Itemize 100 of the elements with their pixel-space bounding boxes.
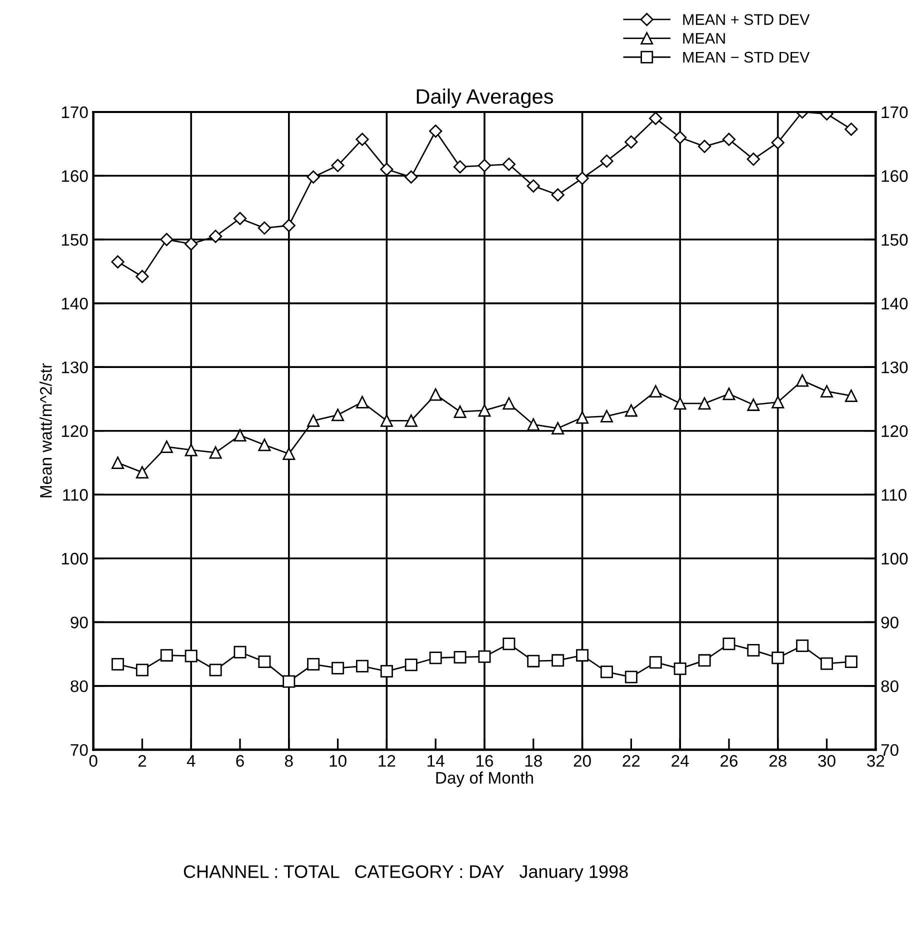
- point: [429, 652, 442, 664]
- x-tick-label: 28: [769, 755, 786, 767]
- x-tick-label: 10: [330, 755, 346, 767]
- point: [208, 230, 222, 243]
- point: [502, 638, 516, 650]
- point: [282, 218, 296, 232]
- y-tick-label: 130: [62, 361, 88, 374]
- point: [624, 135, 638, 149]
- point: [796, 640, 809, 652]
- point: [160, 232, 174, 246]
- point: [184, 237, 198, 251]
- point: [771, 136, 784, 150]
- y2-tick-label: 80: [881, 680, 898, 692]
- point: [160, 440, 173, 454]
- legend-label: MEAN − STD DEV: [683, 52, 810, 63]
- point: [526, 179, 540, 193]
- point: [356, 396, 369, 408]
- point: [380, 414, 393, 427]
- x-tick-label: 18: [525, 755, 542, 767]
- point: [429, 124, 442, 138]
- point: [674, 662, 686, 675]
- point: [429, 388, 442, 401]
- point: [356, 132, 369, 146]
- point: [258, 655, 271, 668]
- point: [624, 670, 638, 684]
- point: [844, 390, 858, 402]
- y2-tick-label: 140: [882, 298, 908, 310]
- point: [184, 444, 198, 456]
- point: [772, 652, 784, 664]
- y-tick-label: 90: [70, 616, 88, 628]
- point: [624, 404, 638, 417]
- x-tick-label: 22: [622, 755, 640, 767]
- point: [649, 385, 662, 398]
- point: [551, 188, 564, 202]
- y-tick-label: 140: [62, 298, 88, 310]
- point: [698, 397, 711, 410]
- point: [331, 158, 344, 172]
- point: [380, 162, 394, 176]
- y2-tick-label: 130: [882, 361, 908, 374]
- point: [209, 446, 222, 459]
- point: [258, 438, 271, 452]
- point: [673, 130, 687, 144]
- point: [234, 646, 246, 658]
- point: [698, 140, 712, 154]
- point: [600, 666, 613, 678]
- point: [502, 158, 516, 171]
- x-tick-label: 6: [236, 755, 244, 767]
- point: [136, 664, 148, 676]
- point: [478, 158, 492, 172]
- point: [454, 650, 466, 664]
- y2-tick-label: 150: [882, 234, 908, 246]
- y-tick-label: 110: [63, 489, 88, 501]
- point: [502, 397, 516, 410]
- point: [404, 170, 418, 184]
- legend-label: MEAN + STD DEV: [683, 14, 810, 25]
- point: [332, 408, 344, 422]
- point: [136, 270, 149, 284]
- x-tick-label: 32: [867, 755, 884, 767]
- point: [478, 404, 491, 417]
- y-tick-label: 80: [70, 680, 88, 692]
- y2-tick-label: 100: [882, 552, 908, 565]
- y-tick-label: 100: [62, 552, 88, 565]
- chart-title: Daily Averages: [416, 88, 554, 108]
- point: [576, 411, 589, 424]
- point: [234, 429, 246, 442]
- x-tick-label: 16: [476, 755, 494, 767]
- point: [844, 655, 858, 668]
- point: [820, 385, 834, 398]
- y-tick-label: 170: [62, 106, 88, 118]
- point: [453, 160, 467, 174]
- point: [209, 664, 222, 676]
- point: [356, 660, 369, 672]
- point: [772, 396, 784, 408]
- y-tick-label: 150: [62, 234, 88, 246]
- point: [747, 398, 760, 411]
- x-tick-label: 12: [378, 755, 396, 767]
- point: [722, 388, 736, 400]
- y2-tick-label: 70: [881, 744, 898, 756]
- y2-tick-label: 110: [882, 489, 906, 501]
- point: [404, 414, 418, 427]
- point: [698, 654, 711, 667]
- y2-tick-label: 120: [882, 425, 908, 438]
- y-tick-label: 70: [70, 744, 88, 756]
- point: [184, 650, 198, 662]
- x-tick-label: 26: [720, 755, 738, 767]
- x-tick-label: 8: [285, 755, 293, 767]
- point: [576, 172, 589, 185]
- point: [844, 122, 858, 136]
- point: [746, 152, 760, 166]
- point: [722, 638, 736, 650]
- point: [307, 658, 320, 671]
- y2-tick-label: 160: [882, 170, 908, 182]
- point: [649, 656, 662, 669]
- y-axis-title: Mean watt/m^2/str: [40, 363, 52, 498]
- x-tick-label: 30: [818, 755, 836, 767]
- point: [306, 170, 320, 184]
- x-tick-label: 4: [186, 755, 196, 767]
- x-axis-title: Day of Month: [436, 771, 533, 788]
- point: [796, 374, 809, 387]
- point: [282, 448, 296, 460]
